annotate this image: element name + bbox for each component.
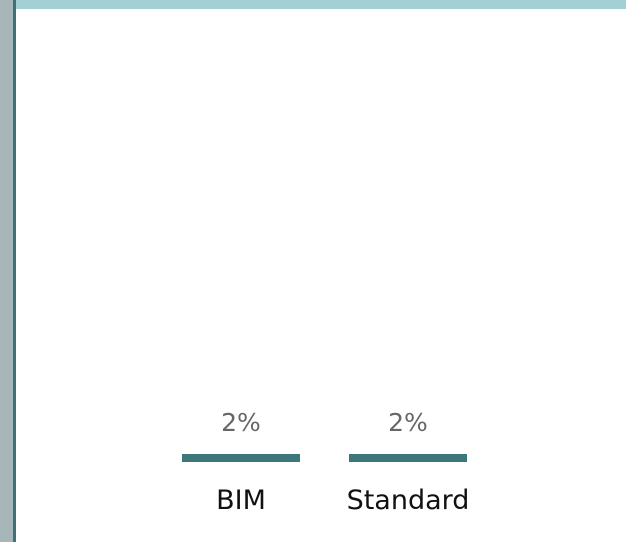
category-label-standard: Standard [347,485,470,516]
left-rail-edge [13,0,16,542]
top-band [16,0,626,9]
bar-standard [349,454,467,462]
data-label-bim: 2% [221,408,261,437]
chart-area: 2% BIM 2% Standard [16,9,626,542]
left-rail [0,0,13,542]
bar-chart: 2% BIM 2% Standard [182,408,470,516]
category-label-bim: BIM [216,485,266,516]
data-label-standard: 2% [388,408,428,437]
bar-bim [182,454,300,462]
